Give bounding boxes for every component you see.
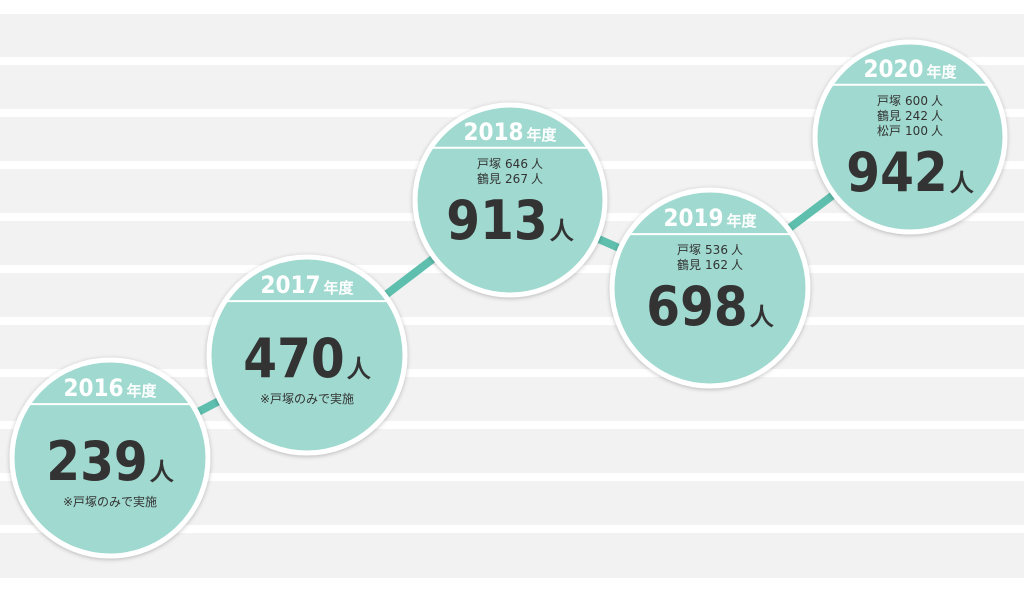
- breakdown-count: 536: [705, 243, 728, 257]
- circle: [412, 102, 608, 298]
- breakdown-count: 600: [905, 94, 928, 108]
- total-number: 942: [846, 141, 947, 204]
- total-number: 913: [446, 189, 547, 252]
- breakdown-row: 戸塚 536 人: [677, 243, 743, 257]
- breakdown-place: 戸塚: [877, 94, 901, 108]
- breakdown-unit: 人: [731, 258, 743, 272]
- stripe: [0, 473, 1024, 481]
- total-number: 698: [646, 275, 747, 338]
- breakdown-count: 100: [905, 124, 928, 138]
- year: 2016: [63, 374, 123, 402]
- year: 2018: [463, 118, 523, 146]
- year: 2020: [863, 55, 923, 83]
- year-label: 2016 年度: [63, 374, 157, 402]
- breakdown-unit: 人: [531, 172, 543, 186]
- total-unit: 人: [347, 355, 371, 383]
- stripe: [0, 525, 1024, 533]
- circle: [9, 357, 211, 559]
- breakdown-count: 242: [905, 109, 928, 123]
- breakdown-unit: 人: [931, 124, 943, 138]
- year-label: 2020 年度: [863, 55, 957, 83]
- year-label: 2018 年度: [463, 118, 557, 146]
- stripe: [0, 369, 1024, 377]
- breakdown-place: 松戸: [877, 124, 901, 138]
- year-label: 2017 年度: [260, 271, 354, 299]
- total: 470人: [243, 327, 370, 390]
- total: 239人: [46, 430, 173, 493]
- breakdown-place: 鶴見: [477, 171, 501, 186]
- breakdown-row: 鶴見 242 人: [877, 108, 943, 123]
- year-suffix: 年度: [927, 63, 958, 81]
- breakdown-place: 戸塚: [677, 243, 701, 257]
- breakdown-row: 鶴見 162 人: [677, 257, 743, 272]
- breakdown-count: 267: [505, 172, 528, 186]
- year: 2017: [260, 271, 320, 299]
- stripe: [0, 421, 1024, 429]
- year-suffix: 年度: [324, 279, 355, 297]
- total-unit: 人: [150, 458, 174, 486]
- breakdown-row: 松戸 100 人: [877, 124, 943, 138]
- circle: [812, 39, 1008, 235]
- total-unit: 人: [750, 303, 774, 331]
- total: 698人: [646, 275, 773, 338]
- stripe: [0, 57, 1024, 65]
- total: 942人: [846, 141, 973, 204]
- stripe: [0, 317, 1024, 325]
- total-number: 239: [46, 430, 147, 493]
- note: ※戸塚のみで実施: [63, 494, 157, 509]
- note: ※戸塚のみで実施: [260, 391, 354, 406]
- breakdown-unit: 人: [931, 94, 943, 108]
- circle: [206, 254, 408, 456]
- total: 913人: [446, 189, 573, 252]
- total-unit: 人: [950, 169, 974, 197]
- breakdown-unit: 人: [931, 109, 943, 123]
- year-suffix: 年度: [727, 212, 758, 230]
- breakdown-place: 鶴見: [677, 257, 701, 272]
- breakdown-unit: 人: [731, 243, 743, 257]
- breakdown-row: 戸塚 646 人: [477, 157, 543, 171]
- year-label: 2019 年度: [663, 204, 757, 232]
- breakdown-row: 戸塚 600 人: [877, 94, 943, 108]
- total-number: 470: [243, 327, 344, 390]
- breakdown-place: 戸塚: [477, 157, 501, 171]
- year: 2019: [663, 204, 723, 232]
- breakdown-row: 鶴見 267 人: [477, 171, 543, 186]
- breakdown-place: 鶴見: [877, 108, 901, 123]
- total-unit: 人: [550, 217, 574, 245]
- circle: [609, 187, 811, 389]
- breakdown-unit: 人: [531, 157, 543, 171]
- year-suffix: 年度: [527, 126, 558, 144]
- year-suffix: 年度: [127, 382, 158, 400]
- breakdown-count: 646: [505, 157, 528, 171]
- breakdown-count: 162: [705, 258, 728, 272]
